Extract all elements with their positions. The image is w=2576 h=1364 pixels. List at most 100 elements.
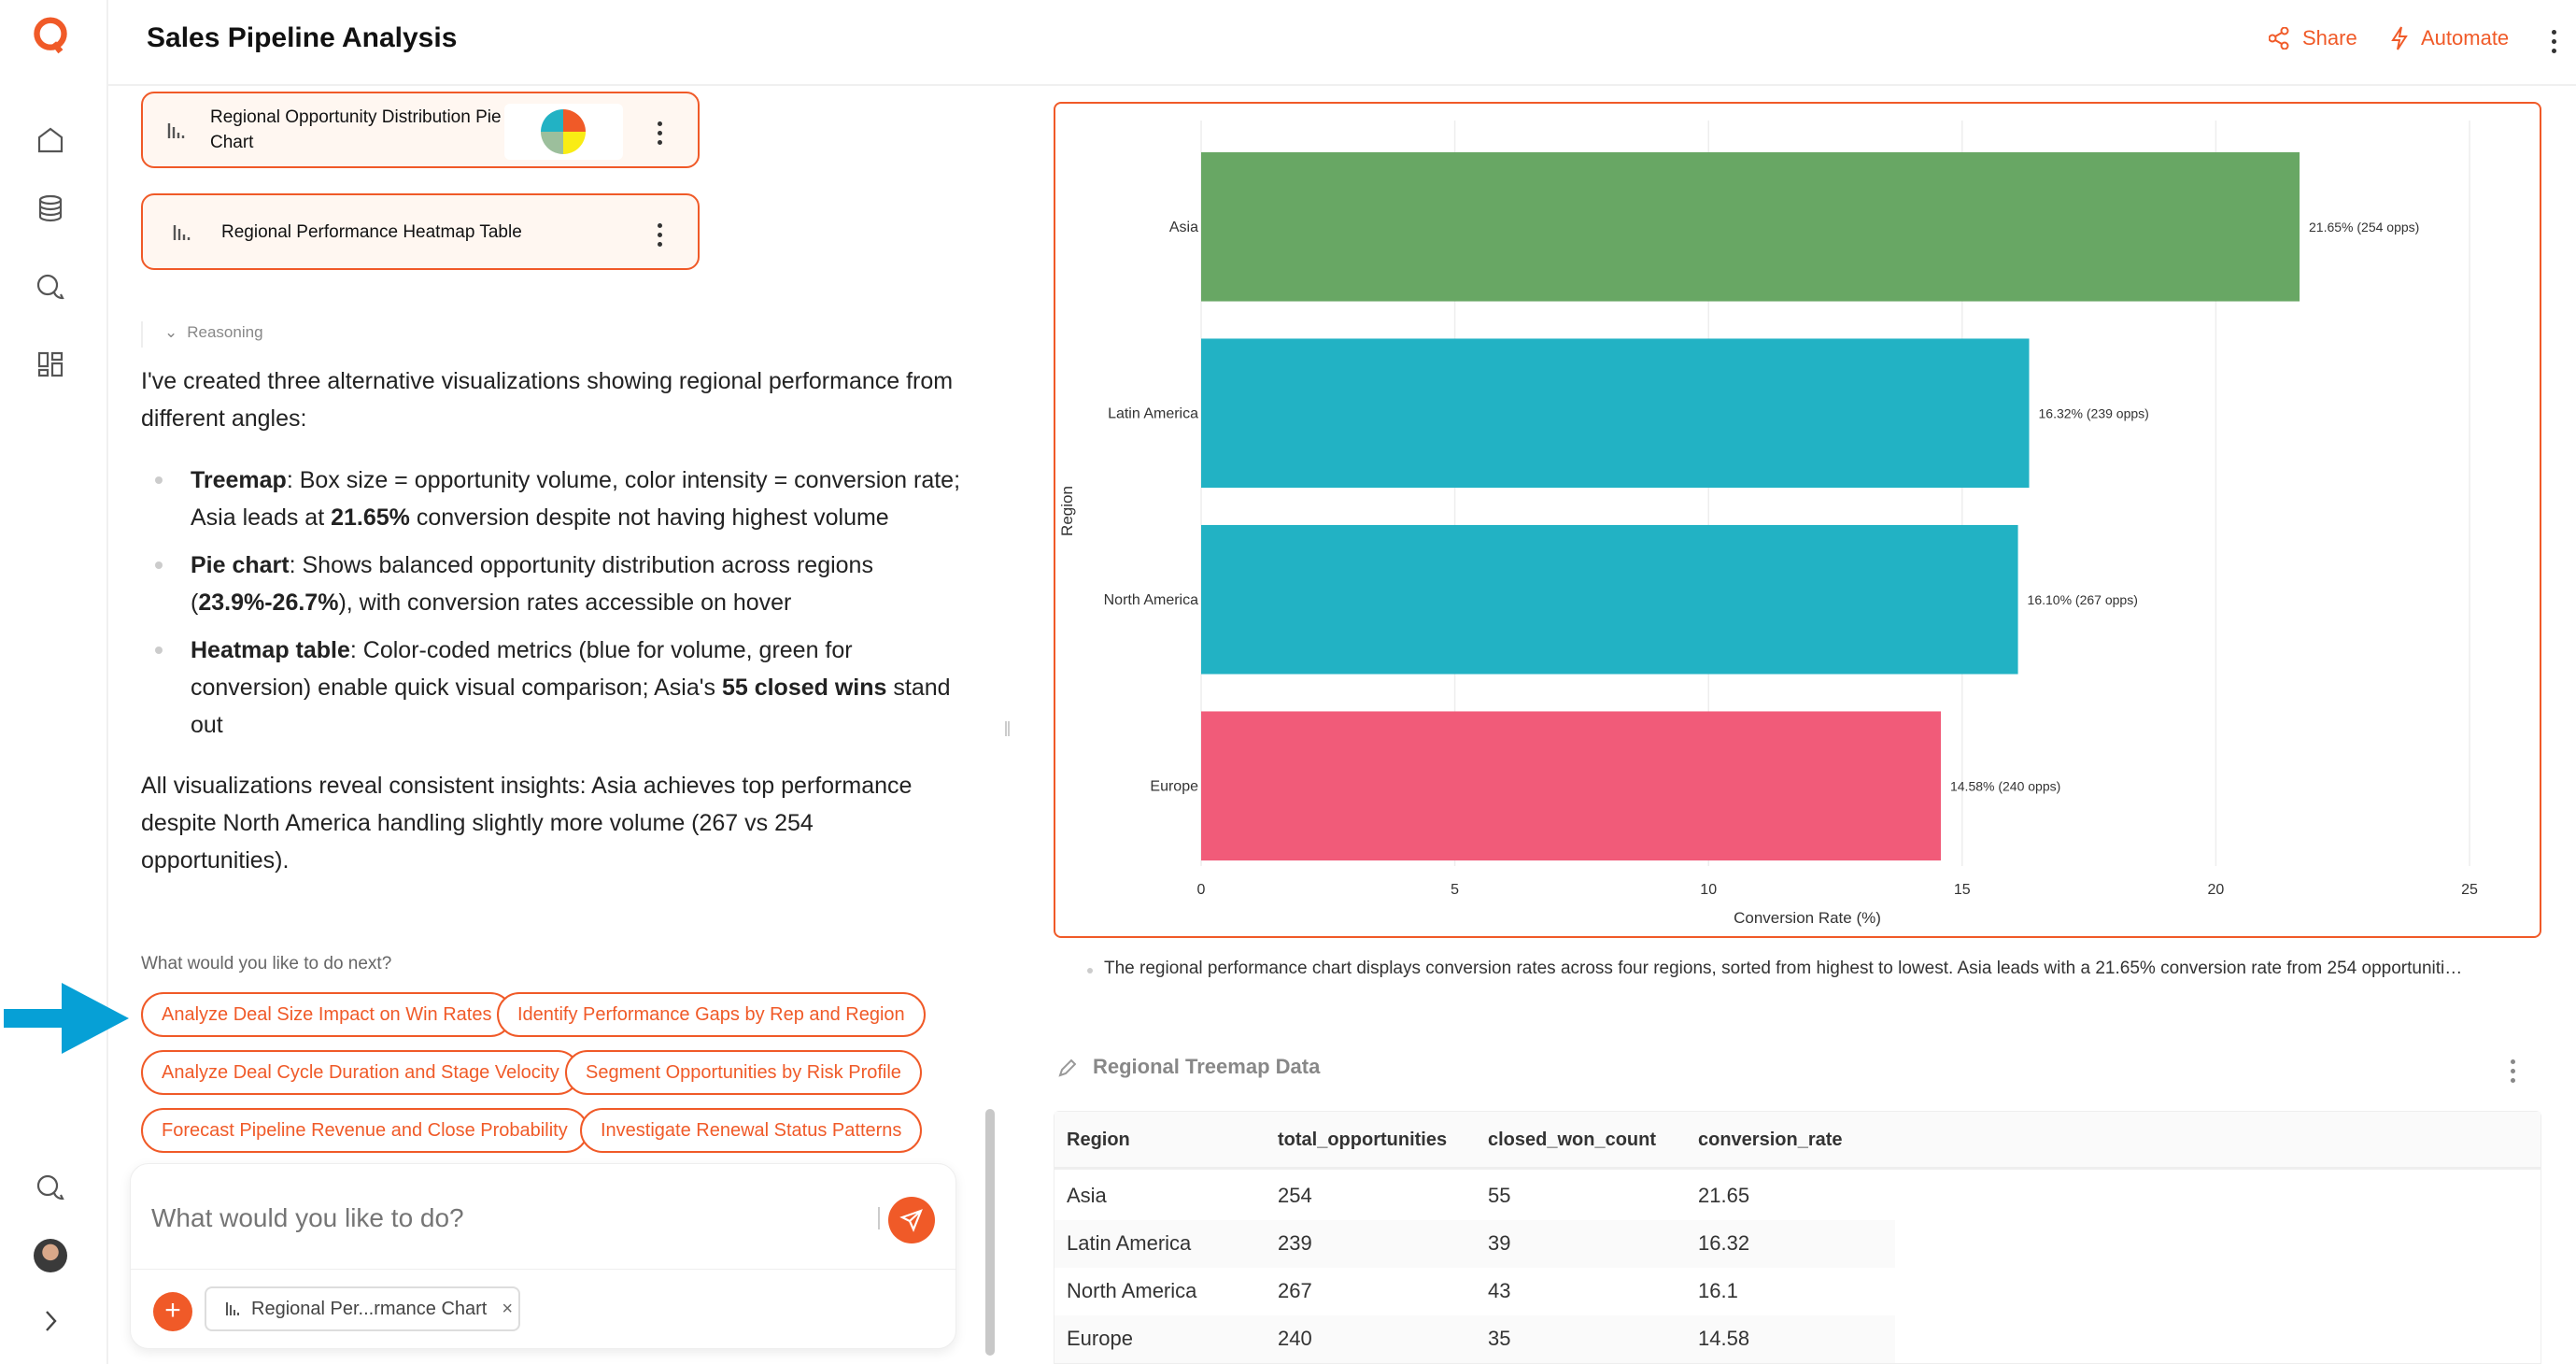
bar-chart: 0 5 10 15 20 25 Asia 21.65% (254 opps) Latin Ame… bbox=[1058, 121, 2478, 927]
suggestion-chip[interactable]: Analyze Deal Size Impact on Win Rates bbox=[141, 992, 513, 1037]
chevron-down-icon: ⌄ bbox=[164, 323, 178, 341]
resize-handle[interactable] bbox=[1005, 721, 1010, 736]
table-row bbox=[1054, 1172, 1895, 1220]
add-attachment-button[interactable]: + bbox=[153, 1292, 192, 1331]
table-cell: 43 bbox=[1488, 1279, 1511, 1302]
message-intro: I've created three alternative visualiza… bbox=[141, 368, 954, 432]
suggestion-chip[interactable]: Identify Performance Gaps by Rep and Reg… bbox=[497, 992, 926, 1037]
bullet-item: Heatmap table: Color-coded metrics (blue… bbox=[191, 637, 951, 738]
automate-label: Automate bbox=[2421, 26, 2510, 50]
dashboard-icon[interactable] bbox=[32, 346, 69, 383]
table-cell: 16.1 bbox=[1698, 1279, 1738, 1302]
card-menu-icon[interactable] bbox=[658, 121, 662, 145]
column-header: Region bbox=[1067, 1130, 1130, 1150]
chat-icon[interactable] bbox=[32, 269, 69, 306]
chart-container: 0 5 10 15 20 25 Asia 21.65% (254 opps) Latin Ame… bbox=[1054, 102, 2541, 938]
table-cell: 39 bbox=[1488, 1231, 1511, 1255]
x-tick-label: 20 bbox=[2208, 882, 2225, 898]
home-icon[interactable] bbox=[32, 121, 69, 159]
x-tick-label: 15 bbox=[1954, 882, 1971, 898]
table-row bbox=[1054, 1220, 1895, 1268]
chart-caption: The regional performance chart displays … bbox=[1104, 959, 2463, 978]
suggestion-chip[interactable]: Analyze Deal Cycle Duration and Stage Ve… bbox=[141, 1050, 580, 1095]
lightning-icon bbox=[2391, 26, 2408, 50]
bar bbox=[1201, 338, 2030, 489]
card-title: Regional Performance Heatmap Table bbox=[221, 222, 522, 242]
data-table: Region total_opportunities closed_won_coun… bbox=[1054, 1111, 2541, 1364]
chart-icon bbox=[173, 225, 191, 240]
bullet-item: Treemap: Box size = opportunity volume, … bbox=[191, 467, 961, 531]
artifact-card-heatmap-table[interactable]: Regional Performance Heatmap Table bbox=[141, 193, 700, 270]
automate-button[interactable]: Automate bbox=[2391, 26, 2509, 50]
artifact-card-pie-chart[interactable]: Regional Opportunity Distribution Pie Cha… bbox=[141, 92, 700, 168]
scrollbar[interactable] bbox=[985, 1109, 995, 1356]
bullet-item: Pie chart: Shows balanced opportunity di… bbox=[191, 552, 873, 616]
table-cell: 267 bbox=[1278, 1279, 1312, 1302]
table-cell: 21.65 bbox=[1698, 1184, 1750, 1207]
table-cell: 35 bbox=[1488, 1327, 1511, 1350]
table-cell: Latin America bbox=[1067, 1231, 1192, 1255]
data-label: 21.65% (254 opps) bbox=[2309, 220, 2419, 234]
more-menu-icon[interactable] bbox=[2552, 30, 2556, 53]
table-header bbox=[1054, 1112, 2541, 1170]
column-header: closed_won_count bbox=[1488, 1130, 1657, 1150]
x-tick-label: 0 bbox=[1197, 882, 1206, 898]
table-cell: Europe bbox=[1067, 1327, 1133, 1350]
data-label: 14.58% (240 opps) bbox=[1950, 778, 2060, 793]
chat-icon[interactable] bbox=[32, 1170, 69, 1207]
pencil-icon[interactable] bbox=[1057, 1058, 1076, 1078]
database-icon[interactable] bbox=[32, 190, 69, 227]
table-row bbox=[1054, 1268, 1895, 1315]
chat-input[interactable] bbox=[151, 1198, 899, 1239]
suggestion-chip[interactable]: Investigate Renewal Status Patterns bbox=[580, 1108, 923, 1153]
data-label: 16.32% (239 opps) bbox=[2039, 405, 2149, 420]
chart-icon bbox=[167, 123, 185, 138]
table-row bbox=[1054, 1315, 1895, 1363]
attachment-chip: Regional Per...rmance Chart × bbox=[205, 1286, 520, 1331]
chart-icon bbox=[226, 1302, 239, 1315]
bar bbox=[1201, 151, 2300, 302]
pie-thumbnail bbox=[504, 104, 623, 160]
table-cell: Asia bbox=[1067, 1184, 1107, 1207]
column-header: total_opportunities bbox=[1278, 1130, 1448, 1150]
table-title: Regional Treemap Data bbox=[1093, 1055, 1321, 1078]
table-menu-icon[interactable] bbox=[2511, 1059, 2515, 1083]
suggestion-chip[interactable]: Segment Opportunities by Risk Profile bbox=[565, 1050, 922, 1095]
table-cell: 55 bbox=[1488, 1184, 1511, 1207]
message-summary: All visualizations reveal consistent ins… bbox=[141, 773, 913, 874]
share-label: Share bbox=[2302, 26, 2357, 50]
share-icon bbox=[2269, 27, 2289, 50]
send-button[interactable] bbox=[888, 1197, 935, 1243]
logo-icon[interactable] bbox=[32, 17, 69, 54]
avatar[interactable] bbox=[32, 1237, 69, 1274]
next-prompt: What would you like to do next? bbox=[141, 954, 392, 973]
data-label: 16.10% (267 opps) bbox=[2028, 592, 2138, 607]
annotation-arrow-icon bbox=[4, 983, 129, 1054]
attachment-label: Regional Per...rmance Chart bbox=[251, 1298, 488, 1319]
page-title: Sales Pipeline Analysis bbox=[147, 22, 458, 53]
x-axis-label: Conversion Rate (%) bbox=[1734, 909, 1881, 927]
y-tick-label: North America bbox=[1104, 592, 1198, 608]
reasoning-toggle[interactable]: ⌄ Reasoning bbox=[164, 323, 263, 342]
bar bbox=[1201, 711, 1941, 861]
table-cell: 239 bbox=[1278, 1231, 1312, 1255]
y-tick-label: Asia bbox=[1169, 220, 1198, 235]
header: Sales Pipeline Analysis Share Automate bbox=[108, 0, 2576, 86]
reasoning-label: Reasoning bbox=[187, 323, 263, 341]
chat-composer: + Regional Per...rmance Chart × bbox=[130, 1163, 956, 1349]
remove-attachment-icon[interactable]: × bbox=[502, 1298, 514, 1319]
chevron-right-icon[interactable] bbox=[32, 1302, 69, 1340]
table-cell: 254 bbox=[1278, 1184, 1312, 1207]
table-cell: 14.58 bbox=[1698, 1327, 1750, 1350]
suggestion-chip[interactable]: Forecast Pipeline Revenue and Close Prob… bbox=[141, 1108, 588, 1153]
card-menu-icon[interactable] bbox=[658, 223, 662, 247]
table-cell: 16.32 bbox=[1698, 1231, 1750, 1255]
x-tick-label: 5 bbox=[1451, 882, 1459, 898]
bar bbox=[1201, 524, 2018, 675]
send-icon bbox=[899, 1209, 923, 1232]
y-tick-label: Latin America bbox=[1108, 405, 1198, 421]
sidebar bbox=[0, 0, 108, 1364]
x-tick-label: 10 bbox=[1700, 882, 1717, 898]
y-tick-label: Europe bbox=[1150, 778, 1198, 794]
share-button[interactable]: Share bbox=[2269, 26, 2357, 50]
